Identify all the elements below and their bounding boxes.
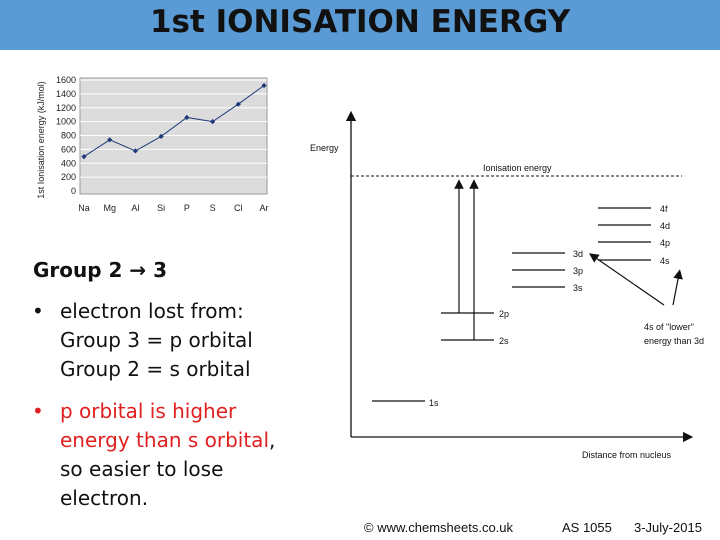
bullet-1-line-3: Group 2 = s orbital xyxy=(60,357,251,381)
group-heading: Group 2 → 3 xyxy=(33,258,168,282)
note-line-2: energy than 3d xyxy=(644,336,704,346)
bullet-1: • electron lost from: Group 3 = p orbita… xyxy=(32,297,253,384)
chart-data-point xyxy=(158,133,164,140)
chart-x-tick-label: P xyxy=(184,203,190,213)
chart-data-point xyxy=(132,148,139,154)
chart-y-ticks: 0 200 400 600 800 1000 1200 1400 1600 xyxy=(56,75,76,196)
chart-y-axis-label: 1st Ionisation energy (kJ/mol) xyxy=(36,81,46,199)
bullet-marker: • xyxy=(32,299,44,323)
bullet-2-line-2: energy than s orbital, xyxy=(60,426,275,455)
chart-data-point xyxy=(261,82,267,89)
chart-points xyxy=(81,82,267,160)
chart-x-tick-label: Mg xyxy=(103,203,116,213)
footer-source: © www.chemsheets.co.uk xyxy=(364,520,514,535)
chart-data-point xyxy=(107,137,113,143)
label-3p: 3p xyxy=(573,266,583,276)
note-arrow-4s xyxy=(672,269,683,306)
chart-x-ticks: Na Mg Al Si P S Cl Ar xyxy=(78,203,268,213)
chart-x-tick-label: Al xyxy=(131,203,139,213)
footer-code: AS 1055 xyxy=(562,520,612,535)
bullet-2-line-3: so easier to lose xyxy=(60,457,224,481)
slide-title: 1st IONISATION ENERGY xyxy=(149,4,571,40)
bullet-1-line-1: electron lost from: xyxy=(60,299,244,323)
label-2s: 2s xyxy=(499,336,509,346)
label-4p: 4p xyxy=(660,238,670,248)
chart-y-tick-label: 400 xyxy=(61,158,76,168)
label-4d: 4d xyxy=(660,221,670,231)
bullet-2-line-4: electron. xyxy=(60,486,149,510)
bullet-2-line-2-comma: , xyxy=(269,428,276,452)
footer-date: 3-July-2015 xyxy=(634,520,702,535)
chart-gridlines xyxy=(80,79,267,178)
label-3d: 3d xyxy=(573,249,583,259)
chart-x-tick-label: Ar xyxy=(260,203,269,213)
title-bar xyxy=(0,0,720,50)
chart-y-tick-label: 800 xyxy=(61,131,76,141)
label-1s: 1s xyxy=(429,398,439,408)
chart-y-tick-label: 1600 xyxy=(56,75,76,85)
distance-axis-label: Distance from nucleus xyxy=(582,450,672,460)
chart-x-tick-label: Si xyxy=(157,203,165,213)
bullet-2-line-2-red: energy than s orbital xyxy=(60,428,269,452)
label-4s: 4s xyxy=(660,256,670,266)
chart-x-tick-label: Na xyxy=(78,203,90,213)
label-4f: 4f xyxy=(660,204,668,214)
bullet-marker: • xyxy=(32,399,44,423)
chart-series-line xyxy=(83,85,265,158)
note-line-1: 4s of "lower" xyxy=(644,322,694,332)
chart-data-point xyxy=(81,153,87,160)
chart-y-tick-label: 200 xyxy=(61,172,76,182)
label-3s: 3s xyxy=(573,283,583,293)
ionisation-energy-label: Ionisation energy xyxy=(483,163,552,173)
chart-data-point xyxy=(184,114,190,121)
bullet-2-line-1: p orbital is higher xyxy=(60,399,237,423)
chart-y-tick-label: 0 xyxy=(71,186,76,196)
chart-data-point xyxy=(235,101,241,107)
chart-y-tick-label: 1200 xyxy=(56,103,76,113)
note-arrow-3d xyxy=(589,253,665,306)
bullet-2: • p orbital is higher energy than s orbi… xyxy=(32,397,275,513)
chart-data-point xyxy=(209,119,216,125)
chart-y-tick-label: 600 xyxy=(61,144,76,154)
chart-x-tick-label: Cl xyxy=(234,203,243,213)
label-2p: 2p xyxy=(499,309,509,319)
chart-x-tick-label: S xyxy=(210,203,216,213)
chart-y-tick-label: 1000 xyxy=(56,117,76,127)
chart-y-tick-label: 1400 xyxy=(56,89,76,99)
energy-axis-label: Energy xyxy=(310,143,339,153)
bullet-1-line-2: Group 3 = p orbital xyxy=(60,328,253,352)
